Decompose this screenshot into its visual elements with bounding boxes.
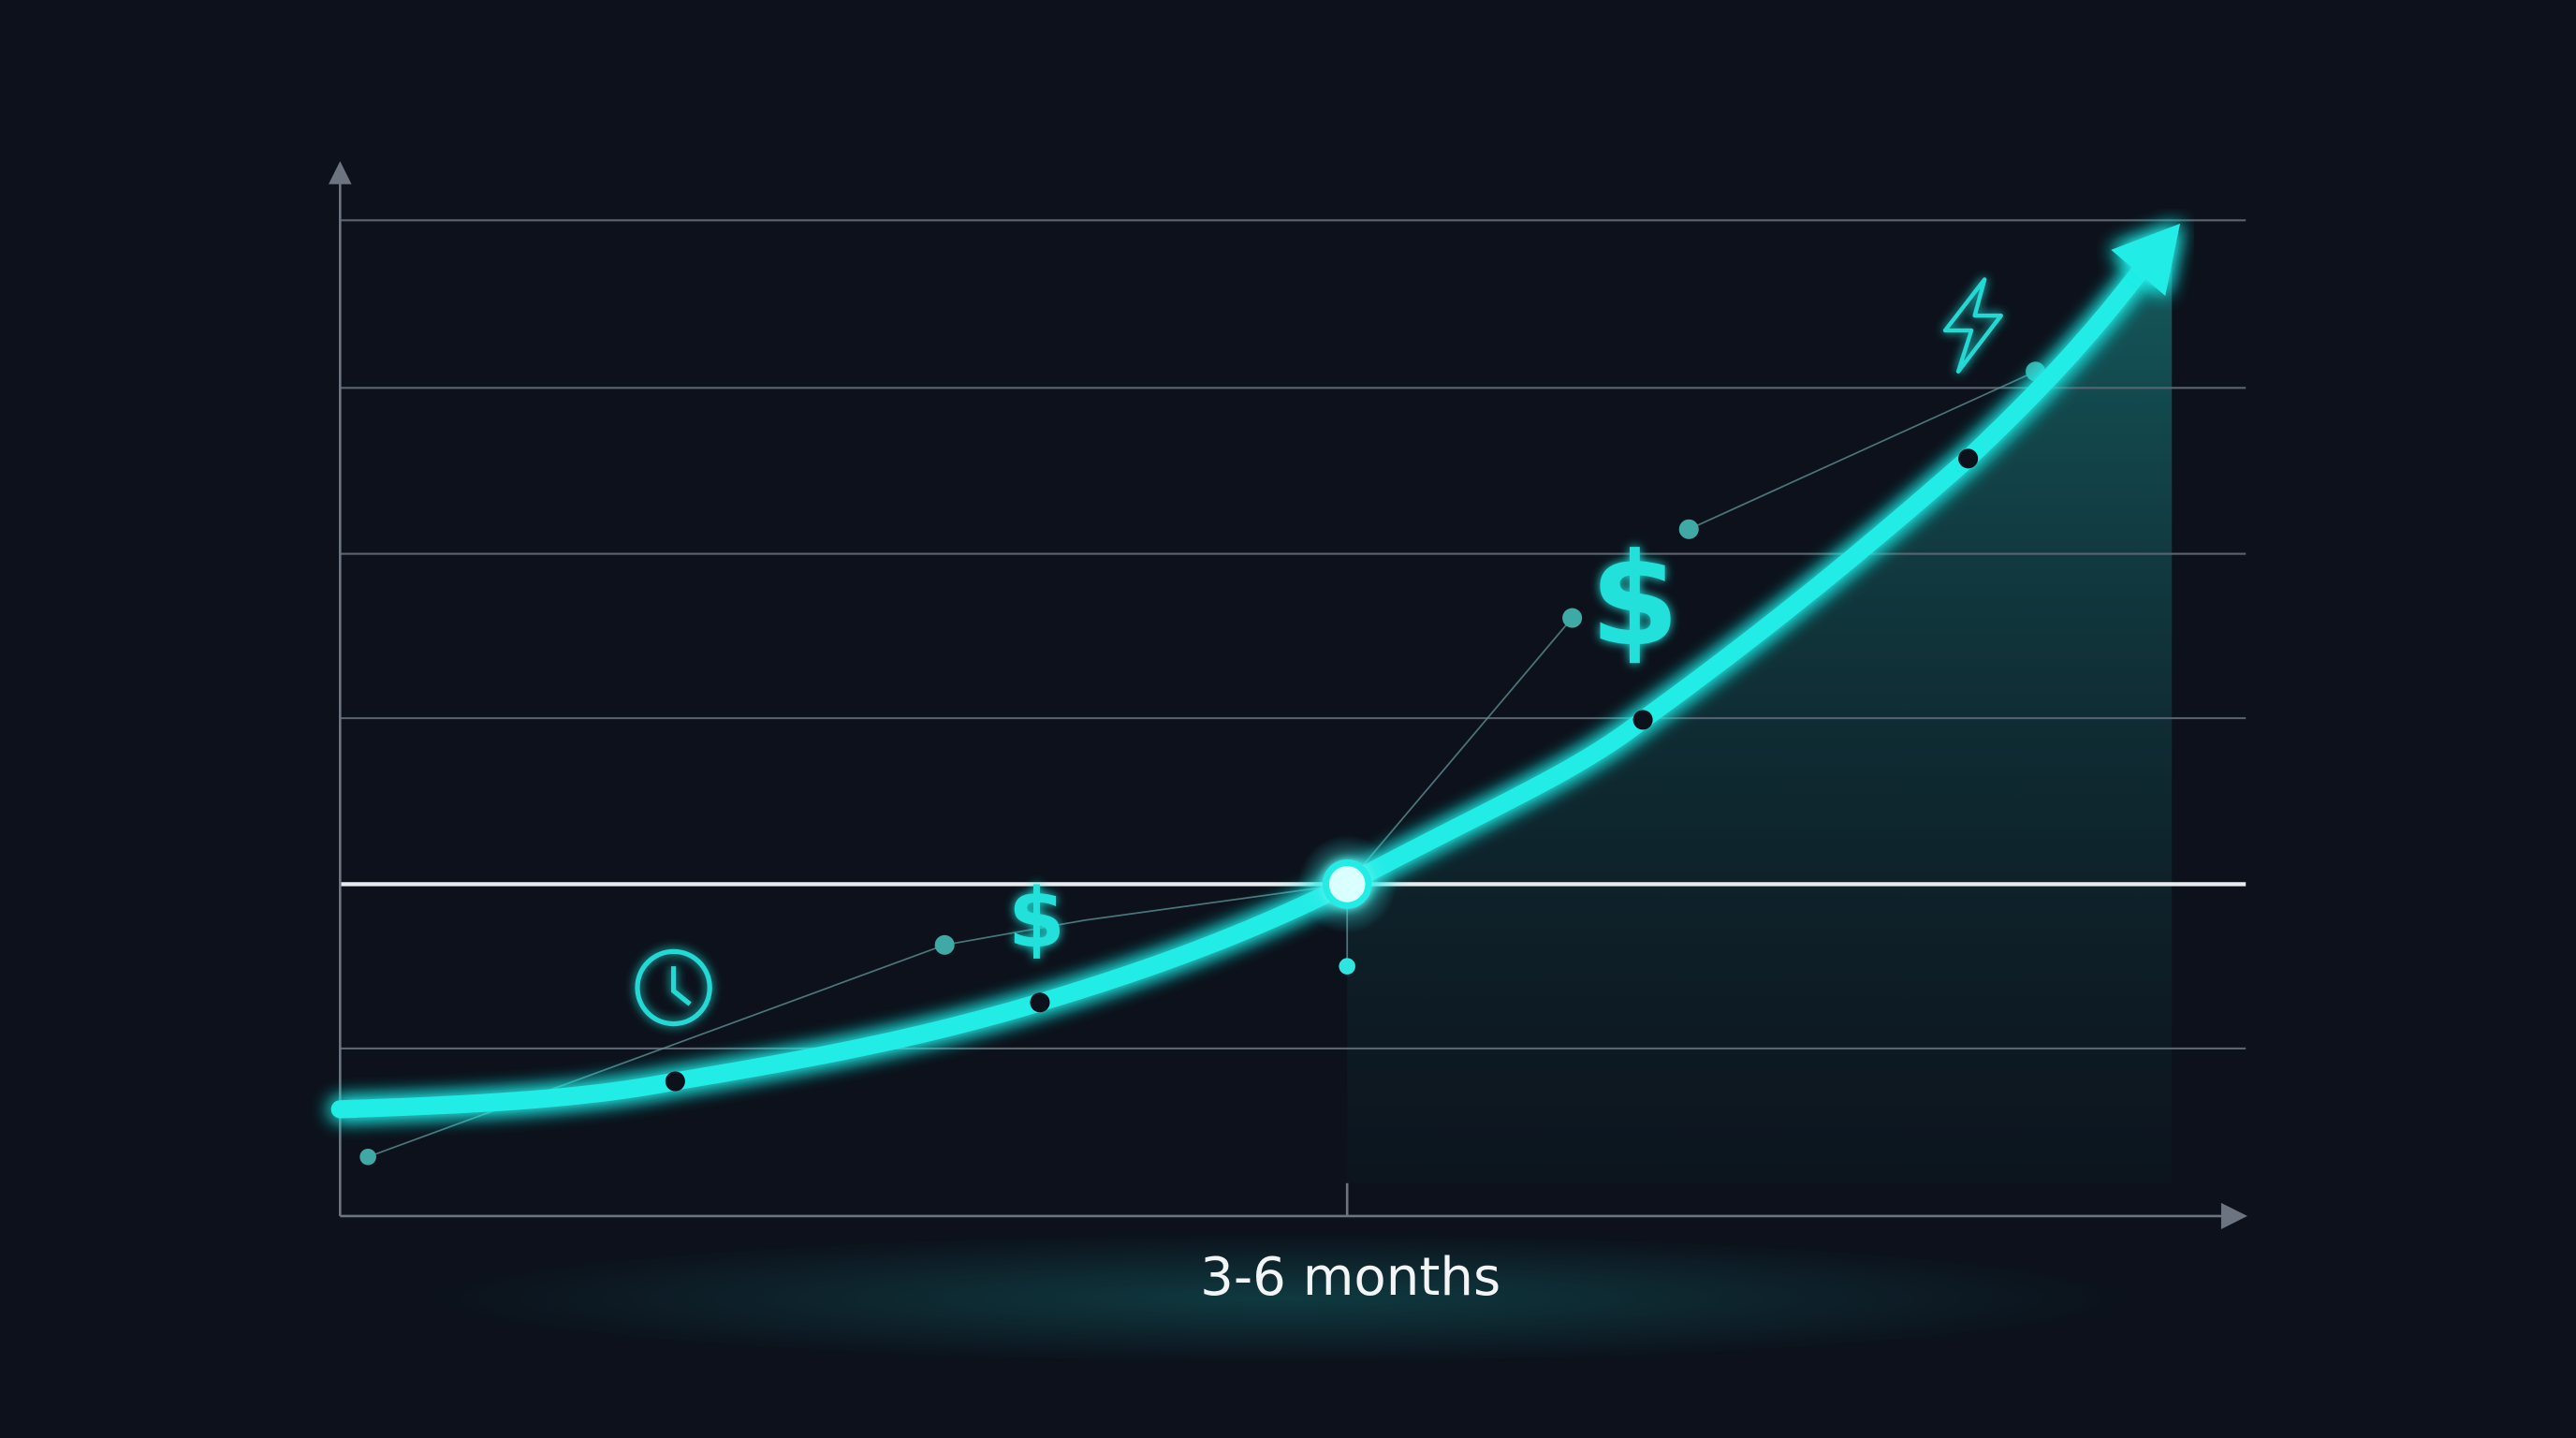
curve-dots <box>665 448 1979 1092</box>
dollar-icon: $ <box>1008 871 1065 966</box>
grid <box>340 219 2247 1049</box>
node <box>1339 958 1355 975</box>
dollar-icon: $ <box>1590 526 1679 675</box>
node <box>1678 519 1699 539</box>
axes <box>338 177 2227 1218</box>
breakeven-point <box>1322 859 1372 909</box>
floor-glow <box>427 1232 2136 1364</box>
curve-dot <box>1030 992 1050 1013</box>
y-axis-arrow <box>329 161 352 184</box>
curve-arrowhead <box>2111 223 2181 297</box>
curve-dot <box>1958 448 1979 469</box>
node <box>934 934 955 955</box>
lightning-icon <box>1942 277 2003 374</box>
x-axis-label: 3-6 months <box>1200 1247 1500 1308</box>
curve-dot <box>1632 710 1653 730</box>
x-axis-arrow <box>2220 1202 2247 1229</box>
connector <box>1346 617 1573 885</box>
curve-dot <box>665 1071 685 1092</box>
clock-icon <box>635 948 712 1027</box>
node <box>359 1148 376 1166</box>
node <box>1562 608 1583 628</box>
connector <box>1688 370 2036 531</box>
connector <box>367 883 1348 1158</box>
nodes <box>359 361 2046 1166</box>
area-fill <box>1347 238 2173 1183</box>
